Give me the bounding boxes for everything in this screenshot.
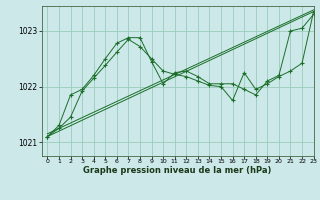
X-axis label: Graphe pression niveau de la mer (hPa): Graphe pression niveau de la mer (hPa)	[84, 166, 272, 175]
